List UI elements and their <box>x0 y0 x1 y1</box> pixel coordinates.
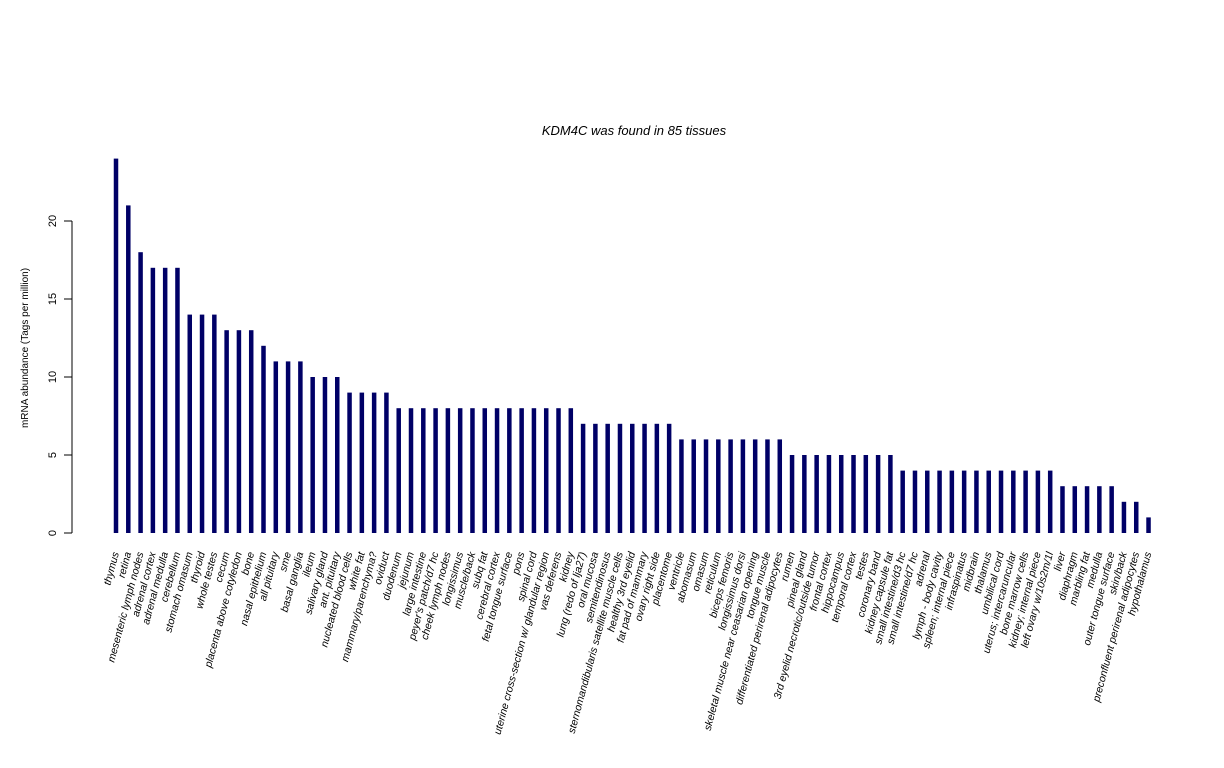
bar <box>986 470 991 533</box>
bar <box>445 408 451 533</box>
bar <box>224 330 229 533</box>
category-label: sme <box>277 551 294 573</box>
bar <box>310 377 315 533</box>
bar <box>1060 486 1065 533</box>
bar <box>937 470 942 533</box>
bar <box>654 423 660 533</box>
y-axis-label: mRNA abundance (Tags per million) <box>20 268 31 428</box>
bar <box>359 392 365 533</box>
bar <box>961 470 967 533</box>
bar <box>593 423 598 533</box>
bar <box>814 455 819 533</box>
bar <box>457 408 463 533</box>
bar <box>765 439 770 533</box>
bar <box>347 392 352 533</box>
y-tick-label: 15 <box>47 293 59 305</box>
bar <box>1023 470 1028 533</box>
bar <box>126 205 131 533</box>
bar <box>1097 486 1102 533</box>
bar <box>998 470 1004 533</box>
bar <box>212 314 217 533</box>
bar <box>679 439 684 533</box>
bar <box>580 423 586 533</box>
bar <box>470 408 475 533</box>
bar <box>1047 470 1053 533</box>
y-tick-label: 10 <box>47 371 59 383</box>
bar <box>1084 486 1090 533</box>
bar <box>740 439 746 533</box>
bar <box>605 423 610 533</box>
bar <box>175 267 180 533</box>
bar <box>1035 470 1041 533</box>
bar <box>187 314 193 533</box>
bar <box>273 361 279 533</box>
bar <box>568 408 574 533</box>
bar <box>248 330 254 533</box>
bar <box>408 408 414 533</box>
bar <box>482 408 488 533</box>
bar <box>507 408 512 533</box>
bar <box>826 455 832 533</box>
bar <box>138 252 143 533</box>
bar <box>433 408 438 533</box>
y-tick-label: 5 <box>47 452 59 458</box>
bar <box>703 439 709 533</box>
bar <box>802 455 807 533</box>
bar <box>285 361 291 533</box>
bar <box>875 455 881 533</box>
bar <box>1072 486 1078 533</box>
bar <box>912 470 918 533</box>
bar <box>900 470 905 533</box>
bar <box>974 470 979 533</box>
bar <box>1109 486 1114 533</box>
bar <box>630 423 635 533</box>
bar <box>150 267 156 533</box>
bar <box>519 408 524 533</box>
bar <box>421 408 426 533</box>
bar <box>494 408 500 533</box>
bar <box>949 470 955 533</box>
bar <box>199 314 205 533</box>
bar <box>261 345 266 533</box>
bar <box>777 439 783 533</box>
y-tick-label: 0 <box>47 530 59 536</box>
bar <box>925 470 930 533</box>
bars-group <box>113 158 1151 533</box>
category-label: bone <box>239 551 257 577</box>
bar <box>789 455 795 533</box>
bar <box>1133 501 1139 533</box>
bar <box>752 439 758 533</box>
bar <box>162 267 168 533</box>
bar <box>396 408 401 533</box>
bar <box>113 158 119 533</box>
bar <box>556 408 561 533</box>
bar <box>691 439 696 533</box>
bar <box>888 455 893 533</box>
bar <box>716 439 721 533</box>
bar <box>728 439 733 533</box>
bar <box>384 392 389 533</box>
bar <box>335 377 340 533</box>
category-label: liver <box>1052 550 1069 572</box>
bar <box>1121 501 1127 533</box>
bar <box>863 455 869 533</box>
bar <box>298 361 303 533</box>
y-tick-label: 20 <box>47 215 59 227</box>
y-axis-ticks: 0 5 10 15 20 <box>47 215 72 536</box>
bar <box>851 455 856 533</box>
bar <box>1146 517 1151 533</box>
bar <box>838 455 844 533</box>
bar <box>1011 470 1016 533</box>
bar <box>371 392 377 533</box>
bar <box>543 408 549 533</box>
bar <box>666 423 672 533</box>
bar <box>617 423 623 533</box>
bar <box>642 423 647 533</box>
chart-title: KDM4C was found in 85 tissues <box>542 123 727 138</box>
bar <box>322 377 328 533</box>
bar <box>531 408 537 533</box>
bar <box>236 330 242 533</box>
